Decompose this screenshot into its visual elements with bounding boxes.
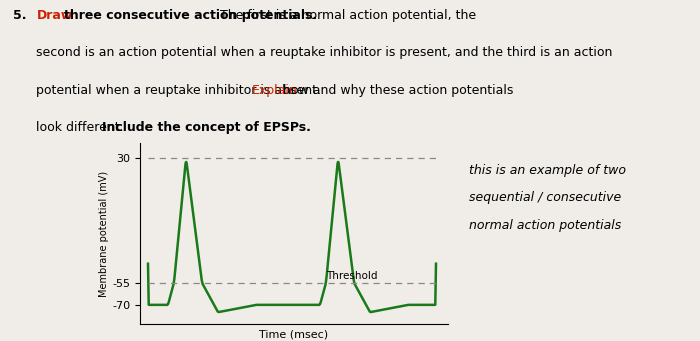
Text: three consecutive action potentials.: three consecutive action potentials.: [64, 9, 318, 21]
Text: potential when a reuptake inhibitor is absent.: potential when a reuptake inhibitor is a…: [36, 84, 321, 97]
Text: Explain: Explain: [252, 84, 298, 97]
Text: sequential / consecutive: sequential / consecutive: [469, 191, 622, 204]
Y-axis label: Membrane potential (mV): Membrane potential (mV): [99, 170, 109, 297]
Text: second is an action potential when a reuptake inhibitor is present, and the thir: second is an action potential when a reu…: [36, 46, 612, 59]
Text: Include the concept of EPSPs.: Include the concept of EPSPs.: [102, 121, 310, 134]
Text: this is an example of two: this is an example of two: [469, 164, 626, 177]
Text: 5.: 5.: [13, 9, 26, 21]
Text: Threshold: Threshold: [327, 271, 378, 281]
Text: how and why these action potentials: how and why these action potentials: [283, 84, 513, 97]
Text: look different.: look different.: [36, 121, 124, 134]
Text: Draw: Draw: [36, 9, 73, 21]
Text: normal action potentials: normal action potentials: [469, 219, 622, 232]
X-axis label: Time (msec): Time (msec): [260, 329, 328, 340]
Text: The first is a normal action potential, the: The first is a normal action potential, …: [64, 9, 477, 21]
